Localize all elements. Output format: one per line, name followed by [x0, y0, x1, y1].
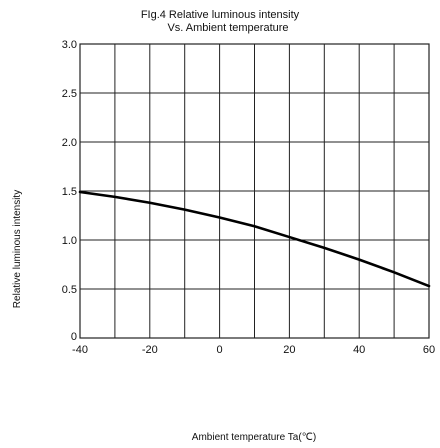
x-tick-label: 40	[353, 344, 365, 356]
y-tick-label: 0	[71, 331, 77, 343]
tick-labels: -40 -20 0 20 40 60 0 0.5 1.0 1.5 2.0 2.5 3.0	[62, 39, 435, 356]
grid	[80, 44, 429, 338]
y-axis-label: Relative luminous intensity	[12, 190, 23, 308]
x-tick-label: 0	[217, 344, 223, 356]
x-axis-label: Ambient temperature Ta(℃)	[192, 432, 316, 443]
series-layer	[78, 190, 431, 288]
y-tick-label: 2.5	[62, 88, 77, 100]
x-tick-label: -40	[72, 344, 88, 356]
x-tick-label: -20	[142, 344, 158, 356]
y-tick-label: 3.0	[62, 39, 77, 51]
y-tick-label: 1.0	[62, 235, 77, 247]
series-line	[78, 190, 431, 288]
x-tick-label: 20	[283, 344, 295, 356]
y-tick-label: 0.5	[62, 284, 77, 296]
y-tick-label: 2.0	[62, 137, 77, 149]
chart-title-line-2: Vs. Ambient temperature	[167, 22, 288, 34]
y-tick-label: 1.5	[62, 186, 77, 198]
chart-title-line-1: FIg.4 Relative luminous intensity	[141, 9, 300, 21]
x-tick-label: 60	[423, 344, 435, 356]
